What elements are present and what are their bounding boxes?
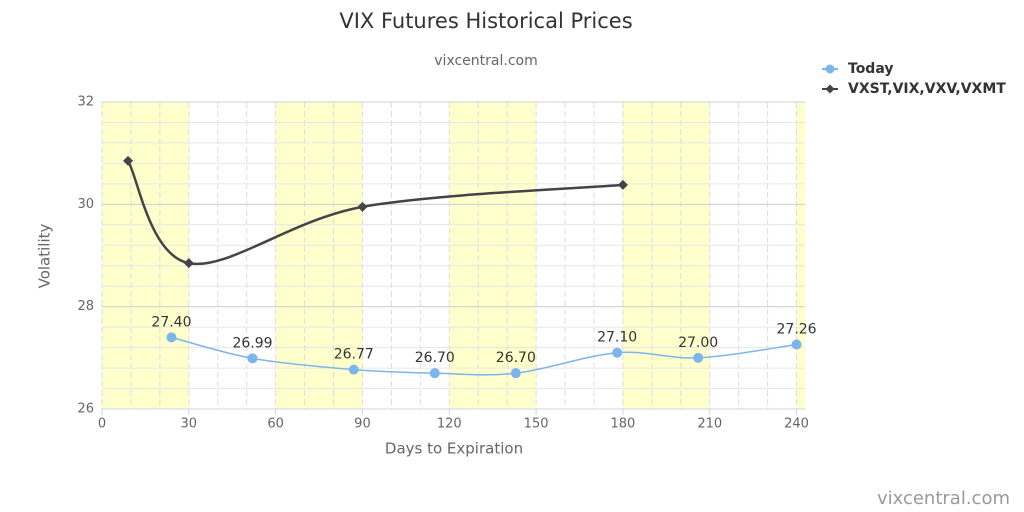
point <box>510 368 521 379</box>
y-tick-label: 30 <box>77 197 94 212</box>
x-tick-label: 0 <box>98 417 106 432</box>
chart-title: VIX Futures Historical Prices <box>339 9 632 33</box>
x-tick-label: 240 <box>784 417 809 432</box>
point <box>617 179 628 190</box>
legend-marker <box>825 84 835 94</box>
plot-band <box>796 102 806 409</box>
y-tick-label: 28 <box>77 299 94 314</box>
plot-band <box>275 102 363 409</box>
data-label: 27.40 <box>151 314 191 330</box>
point <box>429 368 440 379</box>
point <box>612 347 623 358</box>
data-label: 27.10 <box>597 330 637 346</box>
point <box>693 352 704 363</box>
plot-band <box>449 102 537 409</box>
data-label: 27.26 <box>777 322 817 338</box>
data-label: 26.99 <box>232 335 272 351</box>
point <box>123 155 134 166</box>
point <box>247 353 258 364</box>
y-axis-label: Volatility <box>36 223 54 288</box>
x-tick-label: 150 <box>524 417 549 432</box>
data-label: 26.77 <box>334 347 374 363</box>
series-line <box>126 160 624 266</box>
y-tick-label: 26 <box>77 402 94 417</box>
x-tick-label: 180 <box>611 417 636 432</box>
point <box>791 339 802 350</box>
data-label: 26.70 <box>496 350 536 366</box>
plot-band <box>102 102 189 409</box>
point <box>183 258 194 269</box>
x-tick-label: 60 <box>267 417 284 432</box>
point <box>357 201 368 212</box>
legend-label: VXST,VIX,VXV,VXMT <box>848 81 1006 97</box>
legend-label: Today <box>848 61 893 77</box>
point <box>348 364 359 375</box>
x-tick-label: 30 <box>181 417 198 432</box>
data-label: 26.70 <box>415 350 455 366</box>
plot-band <box>622 102 710 409</box>
x-axis-label: Days to Expiration <box>385 440 523 458</box>
legend-marker <box>825 64 835 74</box>
y-tick-label: 32 <box>77 95 94 110</box>
chart-subtitle: vixcentral.com <box>434 53 537 69</box>
data-label: 27.00 <box>678 335 718 351</box>
credit: vixcentral.com <box>877 488 1010 509</box>
point <box>166 332 177 343</box>
x-tick-label: 120 <box>437 417 462 432</box>
x-tick-label: 90 <box>354 417 371 432</box>
series-line <box>171 336 797 376</box>
x-tick-label: 210 <box>697 417 722 432</box>
